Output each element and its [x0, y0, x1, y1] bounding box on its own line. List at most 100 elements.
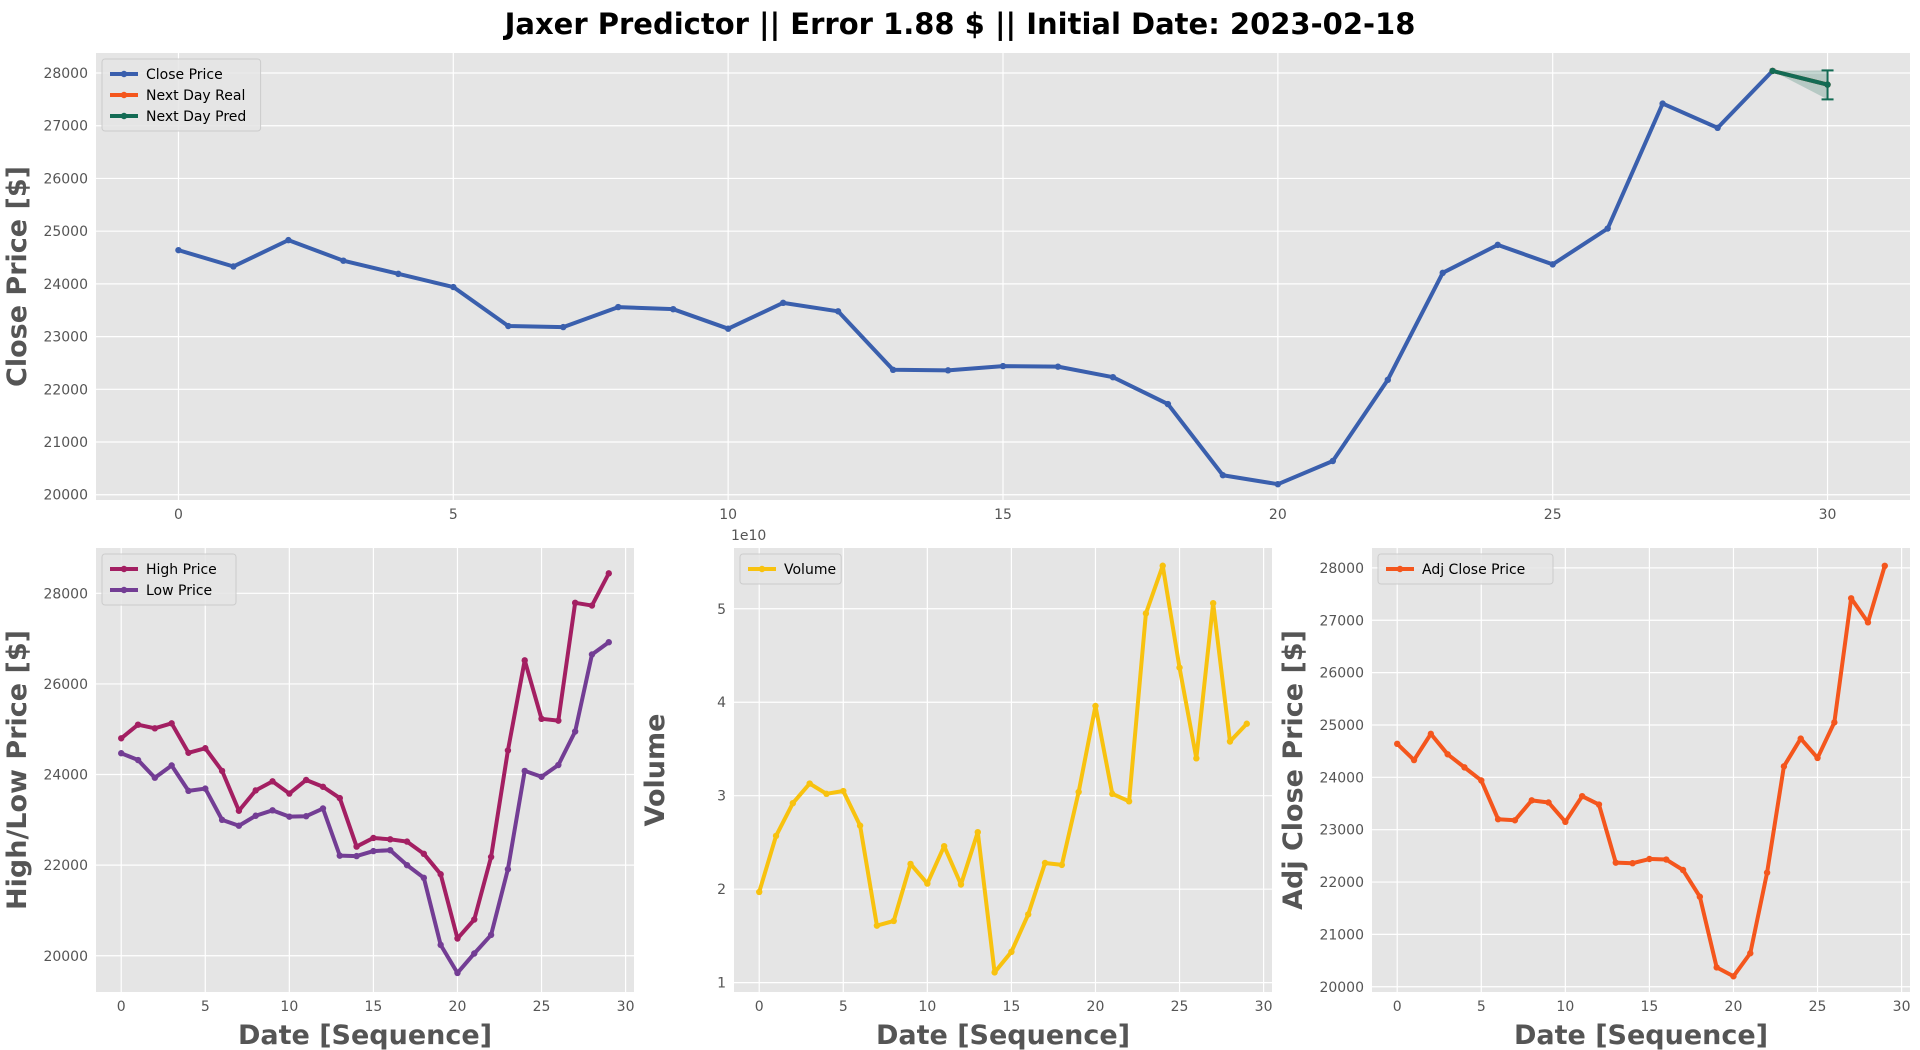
data-point: [1394, 740, 1401, 748]
data-point: [538, 715, 545, 723]
data-point: [202, 785, 209, 792]
data-point: [269, 807, 276, 814]
y-tick-label: 20000: [43, 488, 88, 504]
data-point: [269, 778, 276, 785]
legend-label: Volume: [784, 562, 836, 578]
y-tick-label: 21000: [1319, 927, 1364, 943]
data-point: [1109, 790, 1116, 798]
data-point: [999, 362, 1007, 370]
panel-close-price: 0 5 10 15 20 25 30 20000 21000 22000 23000 24000 250…: [2, 53, 1910, 523]
data-point: [387, 846, 394, 854]
data-point: [856, 822, 864, 829]
legend-label: Next Day Pred: [146, 109, 246, 125]
data-point: [823, 790, 830, 798]
data-point: [168, 720, 175, 727]
legend-label: Close Price: [146, 67, 223, 83]
data-point: [454, 935, 461, 942]
data-point: [924, 880, 931, 887]
data-point: [873, 922, 881, 929]
x-axis-label: Date [Sequence]: [1514, 1020, 1768, 1050]
data-point: [437, 871, 444, 878]
x-axis-label: Date [Sequence]: [238, 1020, 492, 1050]
data-point: [521, 657, 528, 664]
data-point: [1659, 100, 1666, 107]
data-point: [1439, 269, 1446, 277]
x-tick-label: 30: [1893, 999, 1911, 1015]
data-point: [1427, 730, 1435, 738]
data-point: [1054, 363, 1062, 370]
y-tick-label: 28000: [1319, 561, 1364, 577]
series-line-next-day-pred: [1770, 68, 1830, 87]
x-tick-label: 5: [449, 507, 458, 523]
data-point: [1142, 610, 1150, 617]
legend-label: Adj Close Price: [1422, 562, 1525, 578]
data-point: [1075, 788, 1082, 796]
data-point: [252, 812, 259, 819]
data-point: [974, 828, 981, 836]
y-tick-label: 27000: [1319, 613, 1364, 629]
y-tick-label: 25000: [43, 224, 88, 240]
y-tick-label: 24000: [43, 277, 88, 293]
data-point: [285, 236, 292, 244]
data-point: [1747, 950, 1754, 957]
prediction-band: [1772, 70, 1828, 100]
legend: Volume: [739, 553, 842, 585]
data-point: [302, 776, 310, 784]
panel-high-low-price: 0 5 10 15 20 25 30 20000 22000 24000 26000 28000 Hig…: [2, 548, 635, 1050]
y-tick-label: 27000: [43, 119, 88, 135]
data-point: [1528, 797, 1535, 804]
series-line-close-price: [176, 68, 1775, 487]
data-point: [1226, 738, 1234, 745]
data-point: [1041, 859, 1049, 867]
data-point: [487, 931, 495, 939]
panel-volume: 0 5 10 15 20 25 30 1 2 3 4 5 1e10 Volume Date [Sequenc…: [640, 528, 1273, 1050]
data-point: [319, 805, 327, 812]
data-point: [151, 774, 159, 781]
data-point: [1219, 472, 1227, 479]
data-point: [1008, 948, 1015, 956]
legend: Adj Close Price: [1377, 553, 1554, 585]
x-tick-label: 5: [201, 999, 210, 1015]
y-tick-label: 26000: [43, 677, 88, 693]
data-point: [756, 888, 763, 896]
legend-marker: [1396, 565, 1404, 573]
y-tick-label: 22000: [43, 858, 88, 874]
data-point: [185, 787, 192, 795]
data-point: [605, 570, 612, 577]
data-point: [1780, 763, 1788, 770]
legend-marker: [120, 91, 128, 99]
data-point: [450, 283, 457, 291]
data-point: [302, 813, 310, 820]
data-point: [504, 747, 512, 754]
data-point: [560, 323, 567, 331]
data-point: [487, 853, 495, 861]
figure-title: Jaxer Predictor || Error 1.88 $ || Initi…: [503, 7, 1416, 41]
data-point: [235, 807, 243, 814]
y-tick-label: 26000: [1319, 666, 1364, 682]
data-point: [669, 305, 677, 313]
data-point: [1058, 861, 1066, 869]
y-tick-label: 2: [717, 882, 726, 898]
y-axis-label: Adj Close Price [$]: [1278, 630, 1309, 910]
series-volume: [756, 562, 1250, 976]
data-point: [615, 303, 622, 311]
y-axis-label: Close Price [$]: [2, 166, 33, 387]
y-axis-label: High/Low Price [$]: [2, 630, 33, 910]
data-point: [420, 850, 428, 858]
legend-label: Low Price: [146, 583, 212, 599]
legend: High Price Low Price: [101, 553, 237, 606]
data-point: [118, 735, 125, 742]
data-point: [772, 832, 780, 840]
data-point: [420, 874, 428, 882]
data-point: [890, 917, 897, 925]
data-point: [319, 783, 327, 790]
data-point: [1549, 261, 1556, 268]
panel-adj-close-price: 0 5 10 15 20 25 30 20000 21000 22000 23000 24000 250…: [1278, 548, 1911, 1050]
data-point: [1461, 764, 1468, 771]
y-tick-label: 21000: [43, 435, 88, 451]
data-point: [779, 299, 787, 307]
data-point: [1109, 373, 1117, 381]
data-point: [1329, 457, 1337, 465]
data-point: [454, 969, 461, 977]
data-point: [940, 842, 948, 850]
